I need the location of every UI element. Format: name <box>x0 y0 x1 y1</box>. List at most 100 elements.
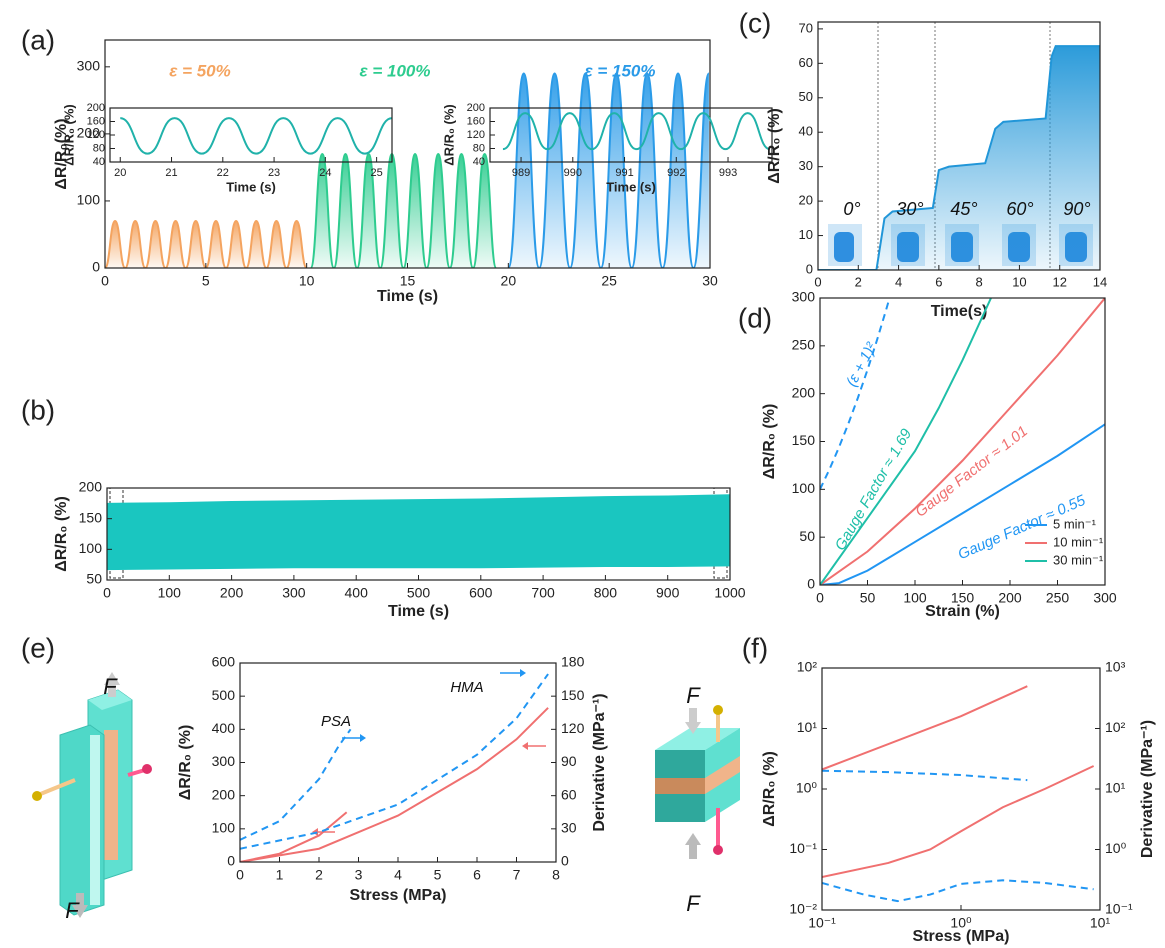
annotation: 60° <box>1006 199 1033 219</box>
annotation: PSA <box>321 713 351 730</box>
x-tick-label: 400 <box>345 585 369 601</box>
x-tick-label: 0 <box>814 274 821 289</box>
x-tick-label: 1000 <box>714 585 745 601</box>
annotation: 45° <box>950 199 977 219</box>
y-tick-label: 40 <box>473 156 485 168</box>
y-tick-label: 120 <box>467 129 485 141</box>
plot <box>240 673 549 862</box>
plot <box>105 72 710 268</box>
line <box>309 152 498 268</box>
y-tick-label: 20 <box>799 193 813 208</box>
plot <box>820 298 1105 585</box>
x-axis-label: Stress (MPa) <box>350 887 447 904</box>
y-tick-label: 60 <box>799 55 813 70</box>
annotation: F <box>103 674 118 699</box>
panel-label: (f) <box>742 632 768 663</box>
y-tick-label: 0 <box>806 261 813 276</box>
y-tick-label: 0 <box>807 576 815 592</box>
annotation: ε = 100% <box>360 61 431 80</box>
y-tick-label: 10 <box>799 227 813 242</box>
y2-tick-label: 10² <box>1105 719 1126 735</box>
y-tick-label: 10² <box>797 659 818 675</box>
line <box>119 117 392 155</box>
butt-joint-diagram <box>655 705 740 859</box>
x-tick-label: 100 <box>158 585 182 601</box>
y2-tick-label: 10⁰ <box>1105 840 1127 856</box>
x-tick-label: 12 <box>1052 274 1066 289</box>
y2-tick-label: 120 <box>561 720 585 736</box>
x-tick-label: 10⁻¹ <box>808 915 836 931</box>
line <box>240 707 549 862</box>
area <box>310 154 497 268</box>
y2-tick-label: 60 <box>561 786 577 802</box>
x-tick-label: 2 <box>315 867 323 883</box>
panel-label: (a) <box>21 24 55 55</box>
x-tick-label: 21 <box>165 167 177 179</box>
plot <box>822 685 1095 903</box>
area <box>818 46 1100 270</box>
y-tick-label: 80 <box>93 142 105 154</box>
x-tick-label: 10⁰ <box>950 915 972 931</box>
line <box>822 879 1094 903</box>
lap-joint-diagram <box>32 672 152 918</box>
y-axis-label: ΔR/R₀ (%) <box>766 108 783 184</box>
y-tick-label: 10⁰ <box>796 780 818 796</box>
x-tick-label: 500 <box>407 585 431 601</box>
x-tick-label: 4 <box>895 274 902 289</box>
y-tick-label: 100 <box>212 820 236 836</box>
plot-frame <box>821 667 1101 911</box>
x-axis-label: Time (s) <box>606 179 656 194</box>
annotation: F <box>65 898 80 923</box>
x-tick-label: 10 <box>1012 274 1026 289</box>
y-tick-label: 100 <box>79 540 103 556</box>
plot-frame <box>239 662 557 863</box>
annotation: Gauge Factor ≈ 1.69 <box>832 425 916 553</box>
series-arrows <box>312 669 546 836</box>
x-axis-label: Stress (MPa) <box>913 928 1010 945</box>
x-axis-label: Time (s) <box>226 179 276 194</box>
y-axis-label: ΔR/R₀ (%) <box>177 725 194 801</box>
x-tick-label: 900 <box>656 585 680 601</box>
y-axis-label: ΔR/R₀ (%) <box>53 496 70 572</box>
y-tick-label: 200 <box>79 479 103 495</box>
line <box>822 769 1028 782</box>
annotation: (ε + 1)² <box>843 339 881 389</box>
line <box>822 765 1095 879</box>
y-tick-label: 160 <box>467 115 485 127</box>
y-axis-label: ΔR/R₀ (%) <box>61 104 76 165</box>
panel-label: (c) <box>739 7 772 38</box>
line <box>502 112 771 151</box>
y2-tick-label: 30 <box>561 820 577 836</box>
panel-label: (e) <box>21 632 55 663</box>
y2-tick-label: 10³ <box>1105 659 1126 675</box>
annotation: 30° <box>896 199 923 219</box>
x-tick-label: 991 <box>615 167 633 179</box>
annotation: HMA <box>450 679 483 696</box>
x-tick-label: 150 <box>951 590 975 606</box>
x-tick-label: 989 <box>512 167 530 179</box>
x-tick-label: 800 <box>594 585 618 601</box>
x-tick-label: 993 <box>719 167 737 179</box>
plot-frame <box>109 107 393 163</box>
x-tick-label: 0 <box>236 867 244 883</box>
plot <box>119 117 392 155</box>
annotation: F <box>686 891 701 916</box>
y-tick-label: 200 <box>77 125 101 141</box>
y-tick-label: 200 <box>87 102 105 114</box>
x-axis-label: Strain (%) <box>925 603 1000 620</box>
x-tick-label: 24 <box>319 167 331 179</box>
x-tick-label: 1 <box>276 867 284 883</box>
y2-tick-label: 150 <box>561 687 585 703</box>
y-tick-label: 250 <box>792 337 816 353</box>
line <box>820 298 1105 585</box>
y2-axis-label: Derivative (MPa⁻¹) <box>1139 720 1156 858</box>
y-tick-label: 150 <box>79 509 103 525</box>
x-tick-label: 23 <box>268 167 280 179</box>
line <box>240 728 352 841</box>
x-tick-label: 100 <box>903 590 927 606</box>
y-tick-label: 500 <box>212 687 236 703</box>
x-tick-label: 600 <box>469 585 493 601</box>
y2-tick-label: 180 <box>561 654 585 670</box>
x-tick-label: 992 <box>667 167 685 179</box>
